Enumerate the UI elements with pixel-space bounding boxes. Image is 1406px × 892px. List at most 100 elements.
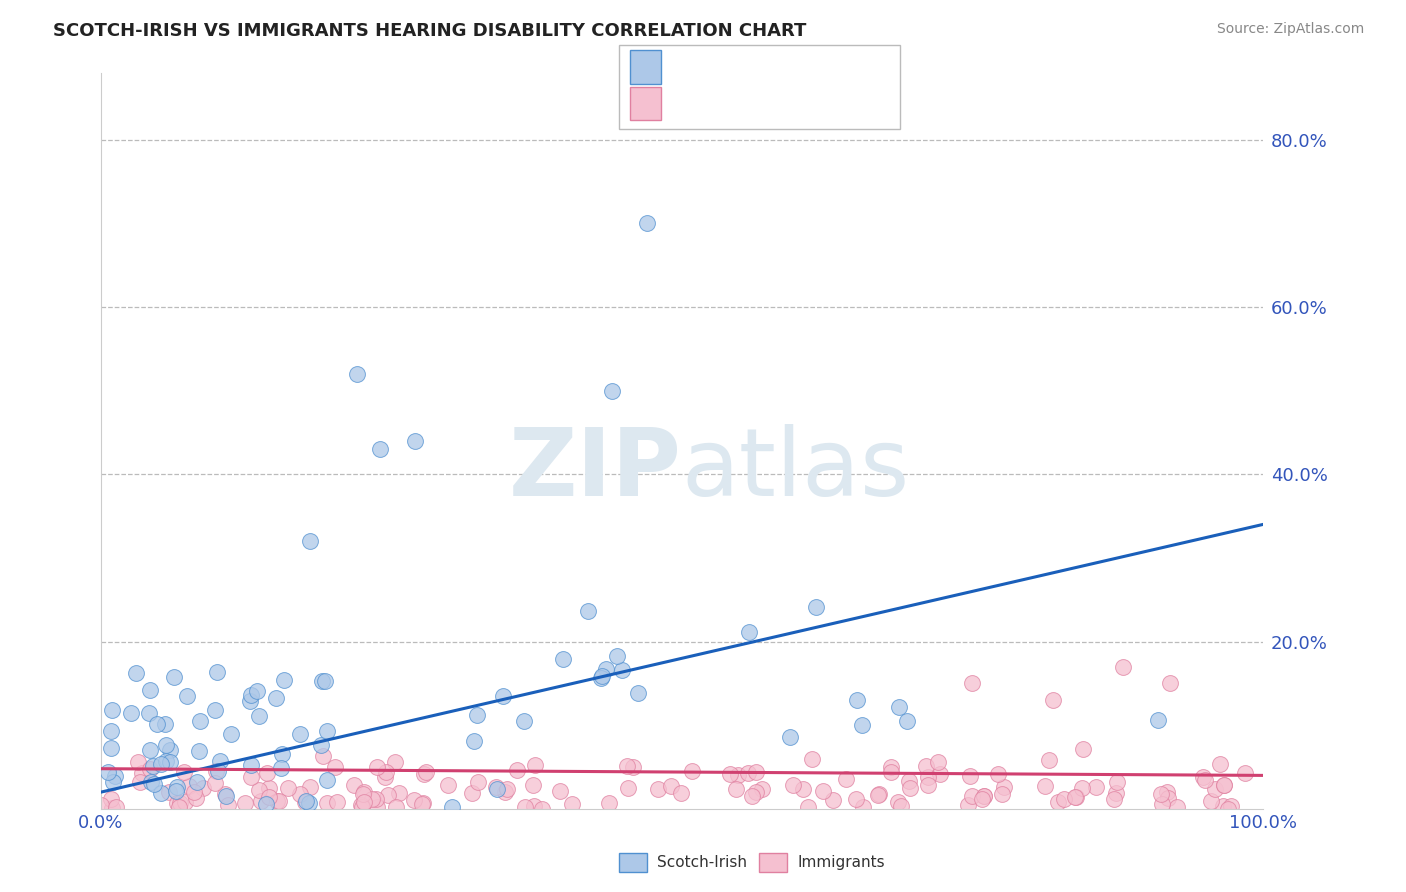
Point: [598, 796, 620, 810]
Text: N =: N =: [768, 101, 804, 119]
Point: [524, 758, 547, 772]
Point: [513, 714, 536, 728]
Point: [259, 790, 281, 805]
Point: [879, 760, 901, 774]
Point: [1212, 799, 1234, 814]
Point: [247, 709, 270, 723]
Point: [100, 740, 122, 755]
Point: [914, 759, 936, 773]
Point: [385, 799, 408, 814]
Point: [207, 764, 229, 778]
Point: [636, 217, 658, 231]
Point: [299, 534, 322, 549]
Point: [1105, 786, 1128, 800]
Point: [835, 772, 858, 786]
Point: [797, 800, 820, 814]
Text: Scotch-Irish: Scotch-Irish: [657, 855, 747, 870]
Point: [353, 787, 375, 801]
Text: atlas: atlas: [682, 425, 910, 516]
Point: [1157, 791, 1180, 805]
Point: [343, 778, 366, 792]
Point: [1208, 756, 1230, 771]
Point: [741, 789, 763, 803]
Point: [866, 788, 889, 802]
Point: [174, 795, 197, 809]
Point: [1219, 798, 1241, 813]
Point: [155, 717, 177, 731]
Point: [1104, 792, 1126, 806]
Text: Immigrants: Immigrants: [797, 855, 884, 870]
Point: [326, 795, 349, 809]
Point: [616, 759, 638, 773]
Point: [142, 777, 165, 791]
Point: [250, 794, 273, 808]
Point: [461, 786, 484, 800]
Point: [959, 769, 981, 783]
Point: [1085, 780, 1108, 795]
Point: [627, 686, 650, 700]
Point: [208, 754, 231, 768]
Point: [125, 665, 148, 680]
Point: [1112, 659, 1135, 673]
Point: [463, 734, 485, 748]
Point: [266, 690, 288, 705]
Point: [1199, 794, 1222, 808]
Text: R =: R =: [669, 101, 706, 119]
Point: [127, 755, 149, 769]
Point: [277, 781, 299, 796]
Point: [101, 775, 124, 789]
Point: [1234, 765, 1257, 780]
Point: [193, 781, 215, 796]
Point: [139, 775, 162, 789]
Point: [467, 774, 489, 789]
Point: [375, 765, 398, 780]
Point: [782, 778, 804, 792]
Point: [993, 780, 1015, 795]
Point: [606, 649, 628, 664]
Point: [177, 779, 200, 793]
Point: [561, 797, 583, 812]
Point: [188, 714, 211, 729]
Point: [513, 800, 536, 814]
Point: [239, 757, 262, 772]
Text: ZIP: ZIP: [509, 425, 682, 516]
Point: [90, 798, 112, 813]
Point: [412, 796, 434, 810]
Point: [353, 784, 375, 798]
Point: [610, 663, 633, 677]
Point: [1156, 785, 1178, 799]
Point: [616, 780, 638, 795]
Point: [377, 788, 399, 802]
Point: [155, 738, 177, 752]
Point: [960, 676, 983, 690]
Point: [411, 797, 433, 812]
Text: 81: 81: [806, 59, 828, 77]
Text: Source: ZipAtlas.com: Source: ZipAtlas.com: [1216, 22, 1364, 37]
Point: [485, 781, 508, 796]
Point: [779, 731, 801, 745]
Point: [928, 767, 950, 781]
Point: [239, 694, 262, 708]
Point: [725, 782, 748, 797]
Point: [288, 727, 311, 741]
Text: SCOTCH-IRISH VS IMMIGRANTS HEARING DISABILITY CORRELATION CHART: SCOTCH-IRISH VS IMMIGRANTS HEARING DISAB…: [53, 22, 807, 40]
Point: [184, 791, 207, 805]
Point: [266, 794, 288, 808]
Point: [247, 782, 270, 797]
Point: [852, 800, 875, 814]
Point: [316, 723, 339, 738]
Point: [868, 787, 890, 801]
Point: [1149, 787, 1171, 801]
Point: [727, 768, 749, 782]
Point: [1066, 790, 1088, 805]
Text: N =: N =: [768, 59, 804, 77]
Point: [273, 673, 295, 688]
Text: 0.385: 0.385: [709, 59, 761, 77]
Point: [737, 624, 759, 639]
Point: [806, 600, 828, 615]
Point: [465, 707, 488, 722]
Point: [412, 767, 434, 781]
Point: [1192, 771, 1215, 785]
Point: [659, 779, 682, 793]
Point: [718, 767, 741, 781]
